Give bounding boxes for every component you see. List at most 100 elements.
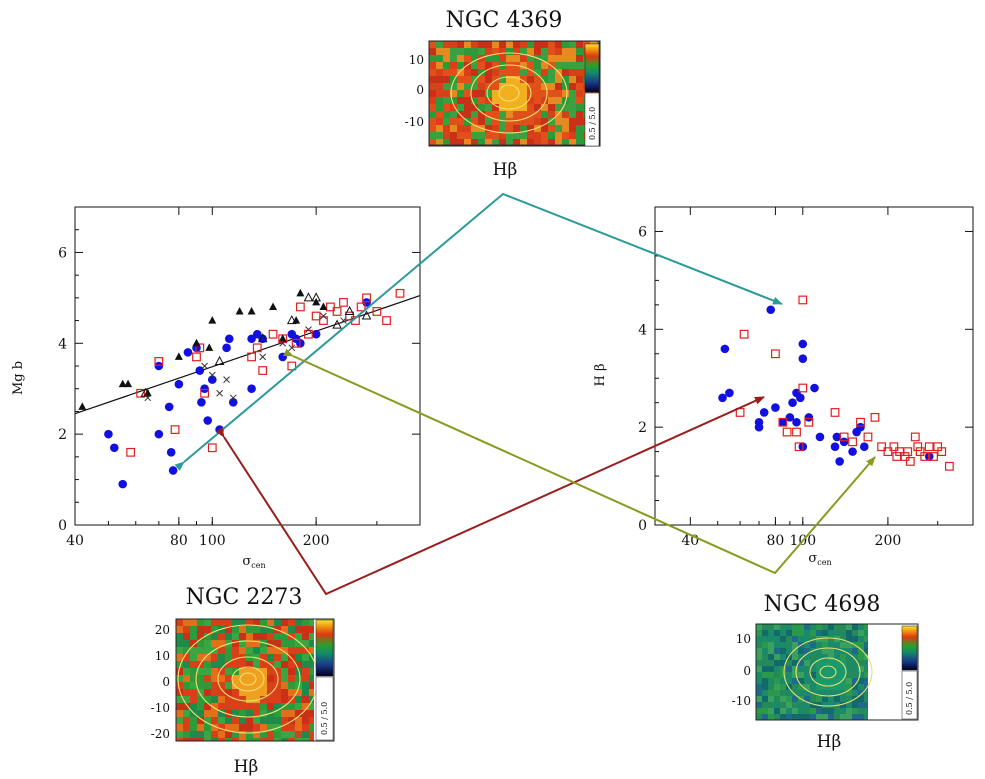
map-ngc2273-label: Hβ bbox=[234, 757, 259, 777]
mgb-x-axis-label: σcen bbox=[242, 554, 265, 570]
map-ngc2273-field bbox=[176, 619, 314, 741]
mgb-y-axis-label: Mg b bbox=[11, 361, 26, 395]
isophote-contour bbox=[195, 640, 301, 718]
map-ngc2273-colorbar-range: 0.5 / 5.0 bbox=[320, 702, 329, 735]
hbeta-point-filled-circle bbox=[788, 398, 797, 407]
hbeta-point-filled-circle bbox=[798, 339, 808, 349]
mgb-point-filled-circle bbox=[183, 348, 193, 357]
mgb-ytick-label: 4 bbox=[58, 336, 67, 352]
mgb-ytick-label: 0 bbox=[58, 518, 67, 534]
mgb-point-open-square bbox=[126, 447, 136, 457]
hbeta-point-filled-circle bbox=[798, 354, 808, 363]
hbeta-point-open-square bbox=[913, 442, 923, 452]
map-ngc2273-ytick: -20 bbox=[151, 727, 170, 741]
arrow-ngc4698 bbox=[283, 348, 876, 575]
hbeta-point-filled-circle bbox=[848, 447, 857, 456]
map-ngc4698-field bbox=[756, 624, 868, 720]
mgb-point-filled-triangle bbox=[78, 402, 87, 410]
map-ngc4698-ytick: -10 bbox=[732, 694, 751, 708]
hbeta-point-open-square bbox=[944, 461, 954, 471]
mgb-xtick-label: 80 bbox=[170, 533, 188, 549]
isophote-contour bbox=[217, 656, 279, 702]
isophote-contour bbox=[470, 64, 548, 122]
mgb-point-filled-triangle bbox=[118, 379, 127, 388]
mgb-point-filled-circle bbox=[247, 384, 256, 394]
hbeta-point-open-square bbox=[910, 432, 920, 442]
hbeta-point-filled-circle bbox=[835, 457, 844, 466]
mgb-ytick-label: 2 bbox=[58, 427, 67, 443]
hbeta-point-open-square bbox=[889, 442, 899, 452]
connector-arrows bbox=[174, 192, 876, 596]
hbeta-ytick-label: 4 bbox=[638, 322, 647, 338]
mgb-point-open-triangle bbox=[140, 387, 151, 397]
map-ngc4698-colorbar bbox=[901, 625, 918, 671]
mgb-point-filled-circle bbox=[104, 429, 113, 439]
isophote-contour bbox=[231, 666, 265, 692]
mgb-point-filled-circle bbox=[110, 443, 119, 453]
hbeta-point-open-square bbox=[905, 457, 915, 466]
hbeta-point-open-square bbox=[883, 447, 893, 457]
isophote-contour bbox=[486, 76, 532, 110]
mgb-point-filled-circle bbox=[311, 329, 321, 339]
mgb-scatter-panel: 40 80 100 200 0 2 4 6 Mg b σcen bbox=[11, 206, 421, 570]
isophote-contour bbox=[498, 84, 520, 102]
hbeta-xtick-label: 200 bbox=[875, 533, 902, 549]
hbeta-point-filled-circle bbox=[771, 403, 780, 412]
mgb-point-filled-circle bbox=[222, 343, 231, 353]
mgb-point-filled-circle bbox=[168, 466, 178, 475]
hbeta-point-filled-circle bbox=[754, 417, 764, 427]
mgb-point-filled-circle bbox=[154, 361, 164, 371]
map-ngc2273-ytick: 10 bbox=[155, 649, 170, 663]
hbeta-point-filled-circle bbox=[815, 432, 825, 442]
map-ngc4369-frame bbox=[428, 40, 601, 147]
hbeta-point-filled-circle bbox=[810, 383, 819, 393]
isophote-contour bbox=[795, 647, 861, 697]
map-ngc4369-ytick: 0 bbox=[416, 83, 424, 97]
mgb-point-filled-circle bbox=[203, 416, 213, 425]
map-ngc4698-ytick: 0 bbox=[743, 664, 751, 678]
isophote-contour bbox=[783, 637, 873, 707]
map-ngc2273-title: NGC 2273 bbox=[186, 585, 303, 610]
mgb-point-filled-circle bbox=[118, 479, 128, 489]
hbeta-point-open-square bbox=[903, 447, 913, 457]
hbeta-point-open-square bbox=[929, 452, 938, 461]
hbeta-point-filled-circle bbox=[856, 422, 865, 432]
hbeta-point-open-square bbox=[920, 452, 930, 461]
hbeta-xtick-label: 80 bbox=[766, 533, 784, 549]
mgb-point-open-square bbox=[154, 357, 164, 366]
map-ngc2273-colorbar bbox=[315, 619, 334, 677]
hbeta-point-filled-circle bbox=[720, 344, 730, 354]
hbeta-point-filled-circle bbox=[839, 437, 849, 447]
mgb-point-filled-circle bbox=[174, 379, 184, 389]
hbeta-ytick-label: 0 bbox=[638, 518, 647, 534]
isophote-contour bbox=[450, 52, 568, 134]
mgb-point-filled-circle bbox=[224, 334, 234, 344]
hbeta-point-filled-circle bbox=[759, 408, 769, 417]
map-ngc4369-label: Hβ bbox=[493, 160, 518, 180]
hbeta-point-open-square bbox=[877, 442, 887, 452]
map-ngc2273-contours bbox=[177, 624, 319, 734]
map-ngc4698-label: Hβ bbox=[817, 732, 842, 752]
map-ngc4369-colorbar-range: 0.5 / 5.0 bbox=[588, 107, 597, 140]
mgb-point-filled-circle bbox=[228, 398, 238, 407]
mgb-point-filled-triangle bbox=[124, 379, 133, 388]
hbeta-point-open-square bbox=[915, 447, 925, 457]
map-ngc2273-ytick: 0 bbox=[162, 675, 170, 689]
hbeta-point-filled-circle bbox=[718, 393, 727, 403]
mgb-point-filled-circle bbox=[200, 384, 209, 394]
hbeta-point-filled-circle bbox=[859, 442, 869, 452]
hbeta-point-filled-circle bbox=[778, 417, 788, 427]
hbeta-x-axis-label: σcen bbox=[808, 551, 831, 567]
hbeta-ytick-label: 6 bbox=[638, 224, 647, 240]
hbeta-point-filled-circle bbox=[766, 305, 776, 315]
mgb-ytick-label: 6 bbox=[58, 245, 67, 261]
map-ngc2273-ytick: -10 bbox=[151, 701, 170, 715]
mgb-point-open-square bbox=[136, 388, 146, 398]
mgb-xtick-label: 40 bbox=[66, 533, 84, 549]
hbeta-point-open-square bbox=[900, 452, 910, 461]
map-ngc4369-title: NGC 4369 bbox=[446, 8, 563, 33]
isophote-contour bbox=[809, 657, 847, 687]
hbeta-point-open-square bbox=[924, 442, 934, 452]
